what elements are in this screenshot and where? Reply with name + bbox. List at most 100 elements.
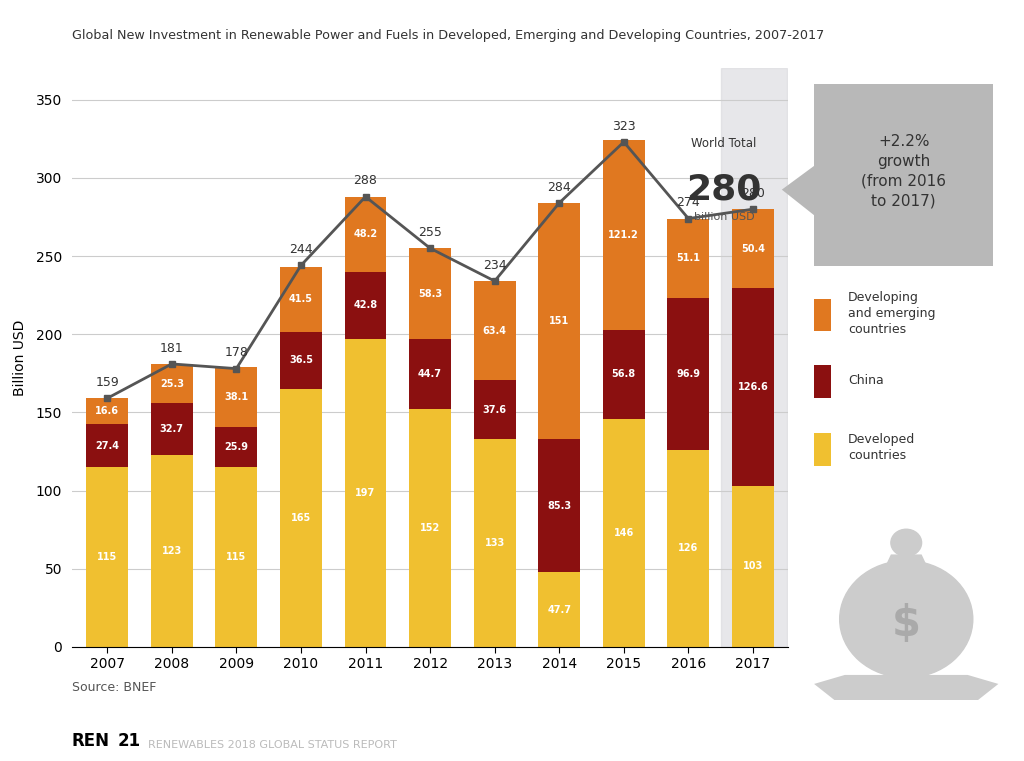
Text: 165: 165 bbox=[291, 513, 311, 523]
Bar bbox=[474, 439, 516, 647]
Text: 146: 146 bbox=[613, 527, 634, 538]
Bar bbox=[539, 203, 581, 439]
Polygon shape bbox=[782, 166, 814, 215]
Bar bbox=[344, 196, 386, 272]
Bar bbox=[539, 572, 581, 647]
Text: 48.2: 48.2 bbox=[353, 229, 378, 240]
Bar bbox=[732, 209, 774, 288]
Text: 123: 123 bbox=[162, 546, 182, 556]
Text: 16.6: 16.6 bbox=[95, 406, 119, 416]
Text: 115: 115 bbox=[226, 552, 247, 562]
Text: 151: 151 bbox=[549, 316, 569, 326]
Circle shape bbox=[840, 561, 973, 677]
Text: 280: 280 bbox=[686, 172, 762, 206]
Bar bbox=[603, 140, 645, 330]
Text: 234: 234 bbox=[483, 259, 507, 272]
Bar bbox=[603, 419, 645, 647]
Bar bbox=[344, 339, 386, 647]
Bar bbox=[732, 288, 774, 486]
Text: 159: 159 bbox=[95, 376, 119, 389]
Text: 133: 133 bbox=[484, 538, 505, 548]
Bar bbox=[215, 467, 257, 647]
Bar bbox=[86, 425, 128, 467]
Bar bbox=[151, 403, 193, 454]
Bar bbox=[410, 409, 451, 647]
Text: 25.9: 25.9 bbox=[224, 442, 249, 452]
Text: 96.9: 96.9 bbox=[677, 369, 700, 379]
Text: 21: 21 bbox=[118, 731, 141, 750]
Text: $: $ bbox=[892, 603, 921, 645]
Bar bbox=[814, 299, 831, 332]
Text: 152: 152 bbox=[420, 523, 440, 533]
Bar bbox=[721, 68, 786, 647]
Text: 126.6: 126.6 bbox=[737, 382, 768, 392]
Bar bbox=[151, 364, 193, 403]
Text: RENEWABLES 2018 GLOBAL STATUS REPORT: RENEWABLES 2018 GLOBAL STATUS REPORT bbox=[148, 740, 397, 750]
Text: 121.2: 121.2 bbox=[608, 230, 639, 240]
Text: 42.8: 42.8 bbox=[353, 301, 378, 310]
Bar bbox=[732, 486, 774, 647]
Text: 323: 323 bbox=[612, 119, 636, 132]
Bar bbox=[280, 389, 322, 647]
Bar bbox=[280, 332, 322, 389]
Text: 178: 178 bbox=[224, 346, 248, 359]
Text: 44.7: 44.7 bbox=[418, 369, 442, 379]
Text: World Total: World Total bbox=[691, 137, 757, 150]
Bar bbox=[86, 467, 128, 647]
Bar bbox=[215, 367, 257, 427]
Text: +2.2%
growth
(from 2016
to 2017): +2.2% growth (from 2016 to 2017) bbox=[861, 134, 946, 209]
Y-axis label: Billion USD: Billion USD bbox=[13, 320, 28, 396]
FancyBboxPatch shape bbox=[814, 84, 993, 266]
Text: 36.5: 36.5 bbox=[289, 355, 313, 365]
Polygon shape bbox=[884, 555, 929, 578]
Text: Developed
countries: Developed countries bbox=[848, 433, 915, 462]
Bar bbox=[814, 365, 831, 397]
Text: 274: 274 bbox=[677, 196, 700, 209]
Text: Developing
and emerging
countries: Developing and emerging countries bbox=[848, 291, 936, 336]
Text: 32.7: 32.7 bbox=[160, 424, 183, 434]
Text: 50.4: 50.4 bbox=[741, 244, 765, 253]
Text: 85.3: 85.3 bbox=[547, 501, 571, 511]
Text: 41.5: 41.5 bbox=[289, 295, 313, 304]
Text: China: China bbox=[848, 374, 884, 387]
Text: 197: 197 bbox=[355, 488, 376, 498]
Bar bbox=[603, 330, 645, 419]
Text: 47.7: 47.7 bbox=[547, 604, 571, 615]
Text: 288: 288 bbox=[353, 174, 378, 187]
Bar bbox=[344, 272, 386, 339]
Text: 103: 103 bbox=[742, 562, 763, 572]
Bar bbox=[668, 298, 710, 450]
Bar bbox=[410, 248, 451, 339]
Text: 51.1: 51.1 bbox=[677, 253, 700, 263]
Text: 27.4: 27.4 bbox=[95, 441, 119, 451]
Text: 37.6: 37.6 bbox=[482, 405, 507, 415]
Polygon shape bbox=[814, 675, 998, 700]
Text: 58.3: 58.3 bbox=[418, 289, 442, 299]
Text: Source: BNEF: Source: BNEF bbox=[72, 681, 156, 694]
Text: 38.1: 38.1 bbox=[224, 392, 249, 402]
Bar bbox=[474, 281, 516, 380]
Text: 126: 126 bbox=[678, 543, 698, 553]
Text: 115: 115 bbox=[97, 552, 118, 562]
Text: 244: 244 bbox=[289, 243, 312, 256]
Text: 56.8: 56.8 bbox=[611, 369, 636, 379]
Text: 255: 255 bbox=[418, 226, 442, 239]
Text: 63.4: 63.4 bbox=[482, 326, 507, 336]
Text: billion USD: billion USD bbox=[693, 212, 755, 222]
Bar bbox=[215, 427, 257, 467]
Bar bbox=[668, 218, 710, 298]
Bar bbox=[86, 398, 128, 425]
Bar bbox=[474, 380, 516, 439]
Bar bbox=[814, 433, 831, 466]
Bar bbox=[280, 267, 322, 332]
Text: 25.3: 25.3 bbox=[160, 379, 183, 389]
Text: 284: 284 bbox=[548, 180, 571, 193]
Bar bbox=[539, 439, 581, 572]
Circle shape bbox=[891, 529, 922, 556]
Text: REN: REN bbox=[72, 731, 110, 750]
Bar bbox=[151, 454, 193, 647]
Text: Global New Investment in Renewable Power and Fuels in Developed, Emerging and De: Global New Investment in Renewable Power… bbox=[72, 29, 824, 42]
Text: 181: 181 bbox=[160, 342, 183, 355]
Text: 280: 280 bbox=[741, 186, 765, 200]
Bar bbox=[668, 450, 710, 647]
